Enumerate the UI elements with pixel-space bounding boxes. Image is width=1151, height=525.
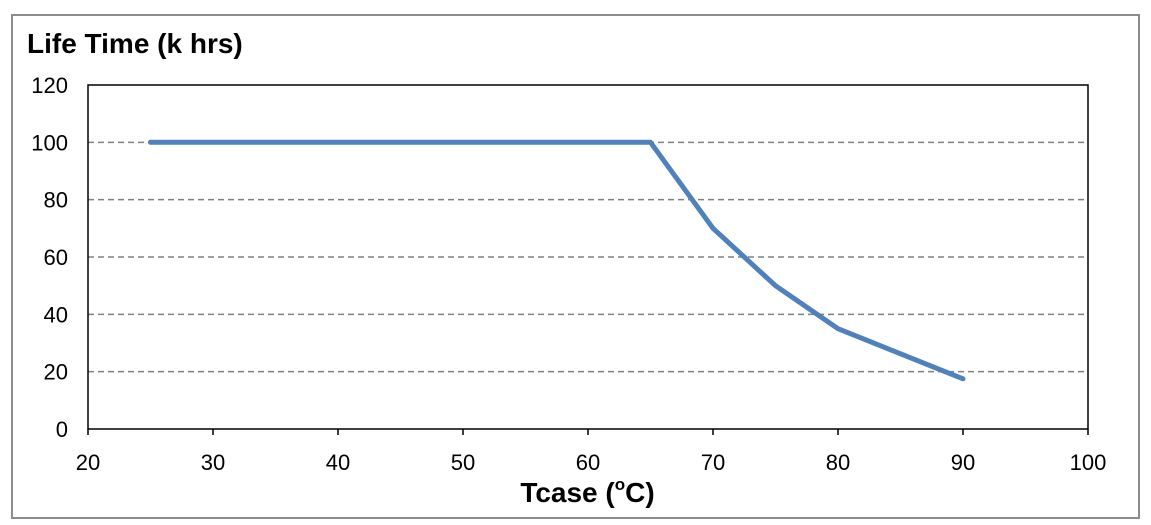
x-tick-label-60: 60 <box>576 450 600 475</box>
y-axis-title: Life Time (k hrs) <box>27 28 243 59</box>
x-axis-title-degree: o <box>614 475 626 494</box>
x-tick-label-100: 100 <box>1070 450 1107 475</box>
grid-lines <box>88 141 1088 373</box>
x-tick-label-90: 90 <box>951 450 975 475</box>
x-tick-label-40: 40 <box>326 450 350 475</box>
y-tick-labels: 0 20 40 60 80 100 120 <box>31 73 68 442</box>
y-tick-label-80: 80 <box>44 188 68 213</box>
x-axis-title-unit: C) <box>625 477 655 508</box>
y-tick-label-120: 120 <box>31 73 68 98</box>
x-tick-label-50: 50 <box>451 450 475 475</box>
y-tick-label-60: 60 <box>44 245 68 270</box>
x-tick-label-80: 80 <box>826 450 850 475</box>
y-tick-label-40: 40 <box>44 302 68 327</box>
x-axis-title: Tcase (oC) <box>0 475 1151 509</box>
x-tick-labels: 20 30 40 50 60 70 80 90 100 <box>76 450 1107 475</box>
y-tick-label-100: 100 <box>31 130 68 155</box>
y-tick-label-0: 0 <box>56 417 68 442</box>
x-tick-label-70: 70 <box>701 450 725 475</box>
y-tick-label-20: 20 <box>44 360 68 385</box>
series-line <box>148 139 966 382</box>
x-tick-label-30: 30 <box>201 450 225 475</box>
x-axis-title-text: Tcase ( <box>520 477 615 508</box>
x-tick-marks <box>87 429 1089 435</box>
chart-frame <box>11 14 1140 519</box>
x-tick-label-20: 20 <box>76 450 100 475</box>
